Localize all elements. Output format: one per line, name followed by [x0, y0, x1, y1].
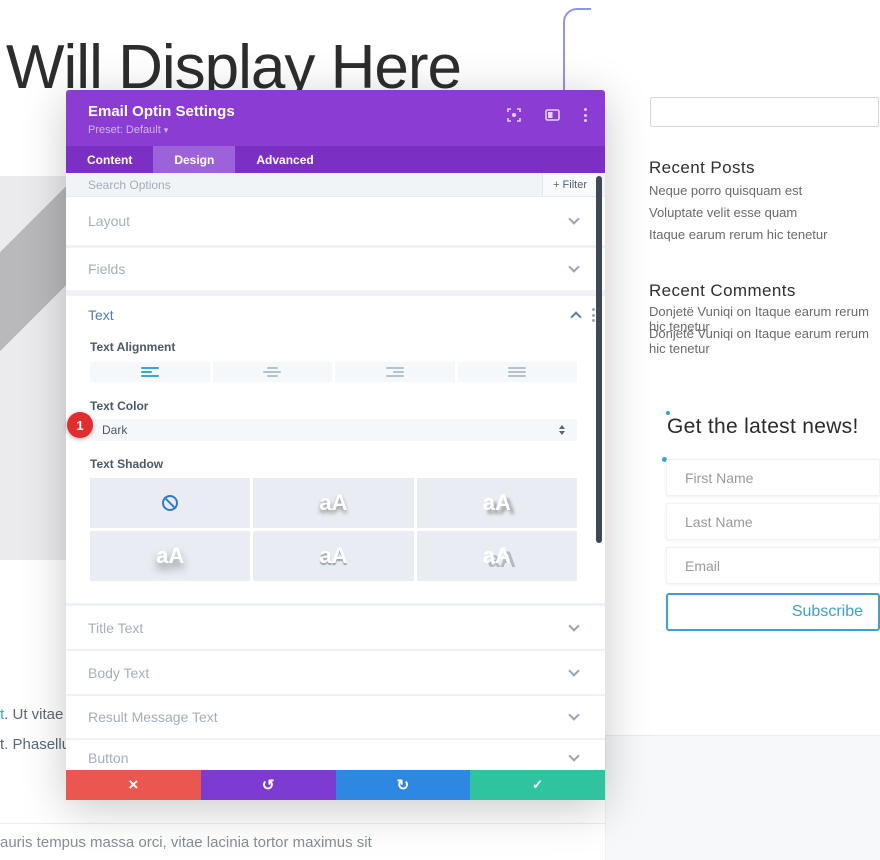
align-center-icon [263, 367, 282, 377]
page-image-placeholder [0, 176, 66, 560]
text-shadow-grid: aA aA aA aA aA [90, 478, 577, 581]
select-arrows-icon [559, 425, 565, 435]
filter-button[interactable]: + Filter [542, 173, 597, 196]
chevron-down-icon[interactable] [568, 709, 580, 721]
search-options-bar: + Filter [66, 173, 605, 197]
section-hover-outline [563, 8, 591, 90]
modal-footer: × ↺ ↻ ✓ [66, 770, 605, 800]
redo-button[interactable]: ↻ [335, 770, 471, 800]
page-text-fragment: t. Phasellus v [0, 736, 66, 753]
align-right-icon [385, 367, 404, 377]
subscribe-button[interactable]: Subscribe [666, 593, 880, 631]
shadow-option-tight[interactable]: aA [253, 531, 414, 581]
toggle-text[interactable]: Text [66, 296, 605, 334]
last-name-field[interactable] [666, 503, 880, 540]
text-alignment-label: Text Alignment [90, 340, 176, 354]
chevron-down-icon[interactable] [568, 664, 580, 677]
preset-selector[interactable]: Preset: Default ▾ [88, 124, 169, 136]
text-color-select[interactable]: Dark [90, 419, 577, 441]
align-center-button[interactable] [212, 362, 332, 382]
align-left-icon [140, 367, 159, 377]
optin-form-title: Get the latest news! [667, 415, 859, 438]
align-right-button[interactable] [335, 362, 455, 382]
recent-comment-link[interactable]: Donjetë Vuniqi on Itaque earum rerum hic… [649, 304, 869, 334]
shadow-option-soft[interactable]: aA [253, 478, 414, 528]
discard-button[interactable]: × [66, 770, 201, 800]
first-name-field[interactable] [666, 459, 880, 496]
toggle-title-text[interactable]: Title Text [66, 606, 605, 649]
annotation-badge-1: 1 [67, 412, 93, 438]
chevron-down-icon[interactable] [568, 619, 580, 632]
text-shadow-label: Text Shadow [90, 457, 164, 471]
email-optin-settings-modal: Email Optin Settings Preset: Default ▾ Co… [66, 90, 605, 800]
chevron-up-icon[interactable] [570, 311, 582, 323]
page-text-fragment: t. Ut vitae co [0, 706, 66, 723]
tab-content[interactable]: Content [87, 152, 133, 167]
body-text: . Ut vitae co [4, 706, 66, 723]
caret-down-icon: ▾ [163, 125, 169, 135]
toggle-body-text[interactable]: Body Text [66, 651, 605, 694]
builder-hover-dot [662, 457, 667, 462]
shadow-option-none[interactable] [90, 478, 251, 528]
shadow-option-offset[interactable]: aA [416, 478, 577, 528]
text-section-content: Text Alignment [66, 340, 605, 581]
align-justify-icon [508, 367, 527, 377]
no-shadow-icon [162, 495, 179, 511]
align-justify-button[interactable] [457, 362, 577, 382]
builder-hover-dot [666, 411, 670, 415]
toggle-fields[interactable]: Fields [66, 248, 605, 290]
shadow-option-blur[interactable]: aA [90, 531, 251, 581]
section-divider [0, 823, 608, 824]
chevron-down-icon[interactable] [568, 750, 580, 762]
tab-design[interactable]: Design [153, 146, 236, 173]
modal-tab-bar: Content Design Advanced [66, 146, 605, 173]
sidebar-search-input[interactable] [650, 97, 879, 127]
more-options-icon[interactable] [584, 108, 587, 122]
section-menu-icon[interactable] [592, 308, 595, 322]
recent-post-link[interactable]: Neque porro quisquam est [649, 183, 803, 198]
page-bottom-text: auris tempus massa orci, vitae lacinia t… [0, 834, 372, 851]
modal-header-icons [507, 108, 587, 122]
shadow-option-hard[interactable]: aA [416, 531, 577, 581]
modal-title: Email Optin Settings [88, 103, 235, 120]
text-color-label: Text Color [90, 399, 149, 413]
undo-button[interactable]: ↺ [200, 770, 336, 800]
split-view-icon[interactable] [545, 108, 560, 122]
align-left-button[interactable] [90, 362, 210, 382]
toggle-result-message-text[interactable]: Result Message Text [66, 696, 605, 738]
toggle-layout[interactable]: Layout [66, 197, 605, 245]
chevron-down-icon[interactable] [568, 213, 580, 225]
link-text: t [0, 706, 5, 723]
tab-advanced[interactable]: Advanced [256, 152, 314, 167]
text-color-value: Dark [102, 423, 128, 437]
recent-comments-title: Recent Comments [649, 281, 796, 300]
recent-post-link[interactable]: Itaque earum rerum hic tenetur [649, 227, 828, 242]
recent-comment-link[interactable]: Donjetë Vuniqi on Itaque earum rerum hic… [649, 326, 869, 356]
text-section: Text Text Alignment [66, 296, 605, 603]
modal-scrollbar[interactable] [596, 176, 602, 543]
chevron-down-icon[interactable] [568, 261, 580, 273]
focus-viewfinder-icon[interactable] [507, 108, 521, 122]
text-alignment-group [90, 362, 577, 382]
footer-background-region [605, 735, 880, 860]
recent-post-link[interactable]: Voluptate velit esse quam [649, 205, 798, 220]
toggle-button[interactable]: Button [66, 740, 605, 770]
recent-posts-title: Recent Posts [649, 158, 755, 177]
save-button[interactable]: ✓ [470, 770, 605, 800]
modal-header: Email Optin Settings Preset: Default ▾ [66, 90, 605, 146]
search-options-input[interactable] [66, 177, 386, 192]
email-field[interactable] [666, 547, 880, 584]
modal-options-list: Layout Fields Text Text Alignment [66, 197, 605, 770]
